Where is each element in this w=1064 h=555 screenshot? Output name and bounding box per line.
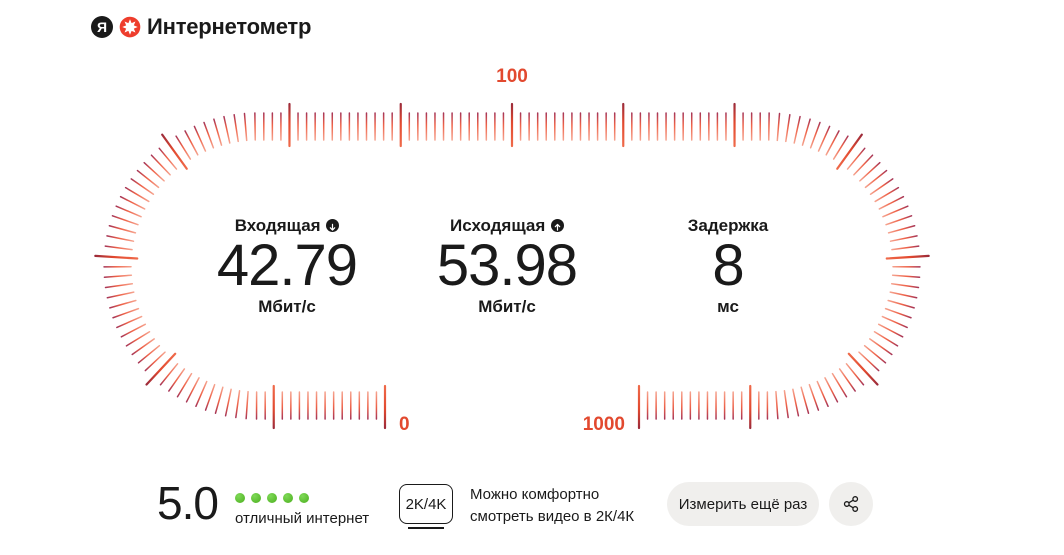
- svg-text:100: 100: [496, 66, 528, 87]
- svg-text:0: 0: [399, 414, 410, 435]
- svg-text:1000: 1000: [583, 414, 625, 435]
